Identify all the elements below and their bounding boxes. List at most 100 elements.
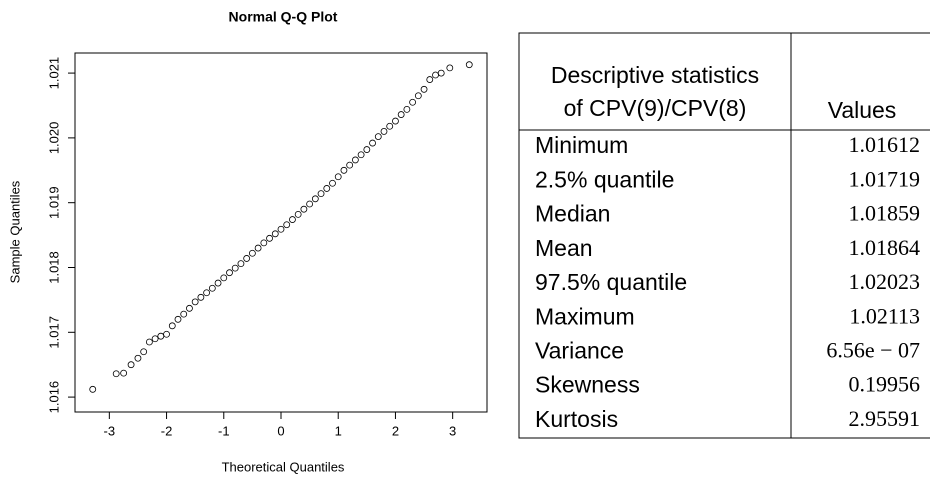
point	[329, 179, 336, 187]
point	[120, 369, 128, 377]
row-label: Maximum	[535, 303, 635, 329]
point	[231, 264, 239, 272]
point	[306, 200, 314, 208]
point	[317, 190, 325, 198]
point	[145, 338, 153, 346]
point	[363, 146, 371, 153]
point	[191, 298, 199, 306]
point	[294, 210, 302, 218]
point	[140, 348, 148, 356]
y-tick-label: 1.017	[46, 316, 61, 349]
point	[409, 98, 417, 106]
point	[374, 133, 382, 140]
point	[112, 370, 120, 378]
row-label: Skewness	[535, 372, 640, 398]
y-tick-label: 1.020	[46, 122, 61, 155]
y-tick-label: 1.018	[46, 251, 61, 284]
point	[386, 122, 394, 130]
table-header: Values	[828, 97, 897, 123]
row-label: 97.5% quantile	[535, 269, 687, 295]
point	[266, 234, 273, 242]
point	[311, 195, 319, 203]
point	[392, 117, 399, 125]
point	[220, 274, 228, 282]
row-label: Variance	[535, 338, 624, 364]
point	[289, 216, 296, 223]
point	[437, 69, 445, 77]
y-tick-label: 1.016	[46, 381, 61, 414]
table-frame	[518, 32, 930, 439]
x-tick-label: 1	[335, 423, 342, 438]
point	[300, 205, 308, 213]
row-value: 1.01864	[849, 235, 921, 260]
point	[151, 335, 159, 343]
point	[351, 156, 359, 164]
point	[180, 310, 188, 318]
point	[168, 322, 176, 330]
point	[426, 76, 434, 83]
point	[380, 128, 388, 135]
row-label: Minimum	[535, 132, 628, 158]
row-value: 2.95591	[849, 406, 921, 431]
point	[243, 255, 251, 262]
x-tick-label: 2	[392, 423, 399, 438]
chart-title: Normal Q-Q Plot	[229, 9, 338, 25]
point	[254, 244, 262, 252]
y-tick-label: 1.019	[46, 186, 61, 219]
point	[271, 230, 279, 238]
row-value: 0.19956	[849, 372, 921, 397]
x-tick-label: 0	[277, 423, 284, 438]
point	[465, 61, 473, 69]
row-label: Median	[535, 201, 610, 227]
point	[420, 85, 428, 93]
point	[134, 354, 142, 362]
point	[323, 185, 331, 192]
row-value: 1.02113	[849, 303, 920, 328]
x-tick-label: -1	[218, 423, 230, 438]
point	[186, 304, 193, 312]
x-axis-label: Theoretical Quantiles	[222, 459, 345, 474]
point	[414, 92, 422, 100]
point	[127, 361, 135, 369]
table-header: Descriptive statistics	[551, 62, 759, 88]
point	[346, 161, 354, 169]
y-tick-label: 1.021	[46, 57, 61, 90]
point	[197, 293, 205, 301]
point	[163, 330, 170, 338]
point	[432, 71, 439, 79]
x-tick-label: 3	[449, 423, 456, 438]
row-value: 1.01719	[849, 166, 921, 191]
point	[248, 249, 256, 257]
x-tick-label: -3	[104, 423, 116, 438]
point	[260, 239, 268, 247]
point	[340, 166, 348, 174]
row-value: 1.02023	[849, 269, 921, 294]
point	[89, 385, 97, 393]
point	[334, 173, 342, 181]
point	[369, 139, 376, 147]
point	[174, 315, 182, 323]
point	[277, 225, 285, 233]
point	[237, 260, 245, 268]
row-label: Mean	[535, 235, 593, 261]
row-label: Kurtosis	[535, 406, 618, 432]
row-value: 1.01859	[849, 201, 921, 226]
point	[357, 151, 365, 159]
point	[283, 221, 291, 229]
row-value: 1.01612	[849, 132, 921, 157]
point	[157, 332, 165, 340]
point	[446, 64, 454, 72]
point	[214, 279, 222, 287]
point	[203, 289, 211, 297]
table-header: of CPV(9)/CPV(8)	[564, 95, 747, 121]
x-tick-label: -2	[161, 423, 173, 438]
point	[208, 284, 216, 292]
point	[403, 105, 411, 113]
row-value: 6.56e − 07	[826, 337, 920, 362]
point	[226, 269, 233, 277]
row-label: 2.5% quantile	[535, 166, 674, 192]
point	[397, 111, 405, 118]
y-axis-label: Sample Quantiles	[7, 180, 22, 283]
